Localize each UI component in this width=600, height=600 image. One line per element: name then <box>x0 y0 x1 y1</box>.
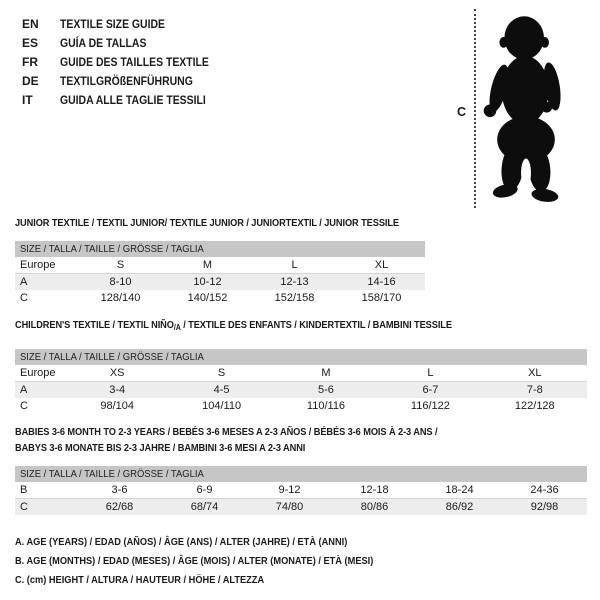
size-header-label: SIZE / TALLA / TAILLE / GRÖSSE / TAGLIA <box>20 243 204 255</box>
note-age-years: A. AGE (YEARS) / EDAD (AÑOS) / ÂGE (ANS)… <box>15 536 348 548</box>
cell-value: 8-10 <box>109 276 132 288</box>
table-row: C 98/104 104/110 110/116 116/122 122/128 <box>15 398 587 414</box>
children-size-table: SIZE / TALLA / TAILLE / GRÖSSE / TAGLIA … <box>15 349 587 414</box>
cell-value: 152/158 <box>274 292 315 304</box>
language-code: FR <box>22 55 38 69</box>
language-row-fr: FR GUIDE DES TAILLES TEXTILE <box>22 53 231 72</box>
size-header-label: SIZE / TALLA / TAILLE / GRÖSSE / TAGLIA <box>20 351 204 363</box>
language-title: TEXTILE SIZE GUIDE <box>60 17 165 31</box>
cell-value: XL <box>374 259 389 271</box>
cell-value: 24-36 <box>530 484 559 496</box>
language-title: GUIDA ALLE TAGLIE TESSILI <box>60 93 206 107</box>
row-label: B <box>20 484 28 496</box>
cell-value: 74/80 <box>275 501 304 513</box>
cell-value: M <box>202 259 213 271</box>
cell-value: 10-12 <box>193 276 222 288</box>
language-row-es: ES GUÍA DE TALLAS <box>22 34 231 53</box>
cell-value: M <box>321 367 331 379</box>
language-title: TEXTILGRÖßENFÜHRUNG <box>60 74 193 88</box>
babies-section-title: BABIES 3-6 MONTH TO 2-3 YEARS / BEBÉS 3-… <box>15 424 438 456</box>
cell-value: 12-18 <box>360 484 389 496</box>
cell-value: 92/98 <box>530 501 559 513</box>
cell-value: 9-12 <box>278 484 301 496</box>
cell-value: 122/128 <box>514 400 555 412</box>
cell-value: 86/92 <box>445 501 474 513</box>
children-section-title: CHILDREN'S TEXTILE / TEXTIL NIÑO/A / TEX… <box>15 319 452 332</box>
table-row: Europe XS S M L XL <box>15 365 587 382</box>
table-row: B 3-6 6-9 9-12 12-18 18-24 24-36 <box>15 482 587 499</box>
cell-value: 14-16 <box>367 276 396 288</box>
row-label: Europe <box>20 367 56 379</box>
children-table-rows: Europe XS S M L XL A 3-4 4-5 5-6 6-7 7-8 C 98/104 104/… <box>15 365 587 414</box>
children-title-post: / TEXTILE DES ENFANTS / KINDERTEXTIL / B… <box>180 319 452 331</box>
junior-table-rows: Europe S M L XL A 8-10 10-12 12-13 14-16 C 128/140 1… <box>15 257 425 306</box>
babies-size-table: SIZE / TALLA / TAILLE / GRÖSSE / TAGLIA … <box>15 466 587 515</box>
note-height-cm: C. (cm) HEIGHT / ALTURA / HAUTEUR / HÖHE… <box>15 574 265 586</box>
note-age-months: B. AGE (MONTHS) / EDAD (MESES) / ÂGE (MO… <box>15 555 374 567</box>
babies-title-line2: BABYS 3-6 MONATE BIS 2-3 JAHRE / BAMBINI… <box>15 442 306 454</box>
language-row-de: DE TEXTILGRÖßENFÜHRUNG <box>22 72 231 91</box>
size-header-label: SIZE / TALLA / TAILLE / GRÖSSE / TAGLIA <box>20 468 204 480</box>
cell-value: 110/116 <box>306 400 346 412</box>
cell-value: S <box>217 367 226 379</box>
language-code: EN <box>22 17 39 31</box>
height-measure-label: C <box>457 105 467 119</box>
language-list: EN TEXTILE SIZE GUIDE ES GUÍA DE TALLAS … <box>22 15 231 110</box>
size-header-band: SIZE / TALLA / TAILLE / GRÖSSE / TAGLIA <box>15 241 425 257</box>
table-row: C 128/140 140/152 152/158 158/170 <box>15 290 425 306</box>
junior-section-title: JUNIOR TEXTILE / TEXTIL JUNIOR/ TEXTILE … <box>15 217 400 229</box>
row-label: C <box>20 400 28 412</box>
row-label: C <box>20 292 28 304</box>
table-row: Europe S M L XL <box>15 257 425 274</box>
cell-value: 12-13 <box>280 276 309 288</box>
language-title: GUÍA DE TALLAS <box>60 36 147 50</box>
height-measure-dotted-line <box>474 9 476 208</box>
cell-value: XS <box>109 367 125 379</box>
language-row-en: EN TEXTILE SIZE GUIDE <box>22 15 231 34</box>
cell-value: 3-4 <box>109 384 126 396</box>
cell-value: 104/110 <box>202 400 242 412</box>
row-label: Europe <box>20 259 56 271</box>
language-row-it: IT GUIDA ALLE TAGLIE TESSILI <box>22 91 231 110</box>
cell-value: XL <box>528 367 542 379</box>
children-title-subscript: /A <box>173 323 181 332</box>
baby-silhouette-icon <box>483 16 561 202</box>
row-label: C <box>20 501 28 513</box>
cell-value: 5-6 <box>318 384 334 396</box>
children-title-pre: CHILDREN'S TEXTILE / TEXTIL NIÑO <box>15 319 174 331</box>
junior-size-table: SIZE / TALLA / TAILLE / GRÖSSE / TAGLIA … <box>15 241 425 306</box>
table-row: A 8-10 10-12 12-13 14-16 <box>15 274 425 290</box>
table-row: C 62/68 68/74 74/80 80/86 86/92 92/98 <box>15 499 587 515</box>
language-code: ES <box>22 36 39 50</box>
cell-value: 128/140 <box>100 292 141 304</box>
cell-value: L <box>427 367 434 379</box>
size-header-band: SIZE / TALLA / TAILLE / GRÖSSE / TAGLIA <box>15 466 587 482</box>
cell-value: 158/170 <box>361 292 402 304</box>
cell-value: 98/104 <box>100 400 135 412</box>
language-title: GUIDE DES TAILLES TEXTILE <box>60 55 209 69</box>
row-label: A <box>20 276 28 288</box>
row-label: A <box>20 384 28 396</box>
cell-value: 6-7 <box>422 384 439 396</box>
legend-notes: A. AGE (YEARS) / EDAD (AÑOS) / ÂGE (ANS)… <box>15 533 422 590</box>
cell-value: L <box>291 259 298 271</box>
cell-value: 62/68 <box>105 501 134 513</box>
cell-value: 7-8 <box>526 384 543 396</box>
babies-title-line1: BABIES 3-6 MONTH TO 2-3 YEARS / BEBÉS 3-… <box>15 426 438 438</box>
cell-value: S <box>116 259 125 271</box>
language-code: IT <box>22 93 33 107</box>
cell-value: 68/74 <box>190 501 219 513</box>
cell-value: 4-5 <box>213 384 230 396</box>
cell-value: 6-9 <box>196 484 213 496</box>
language-code: DE <box>22 74 39 88</box>
babies-table-rows: B 3-6 6-9 9-12 12-18 18-24 24-36 C 62/68 68/74 74/… <box>15 482 587 515</box>
cell-value: 80/86 <box>360 501 389 513</box>
cell-value: 18-24 <box>445 484 474 496</box>
table-row: A 3-4 4-5 5-6 6-7 7-8 <box>15 382 587 398</box>
size-header-band: SIZE / TALLA / TAILLE / GRÖSSE / TAGLIA <box>15 349 587 365</box>
cell-value: 140/152 <box>187 292 228 304</box>
cell-value: 116/122 <box>410 400 450 412</box>
cell-value: 3-6 <box>111 484 128 496</box>
